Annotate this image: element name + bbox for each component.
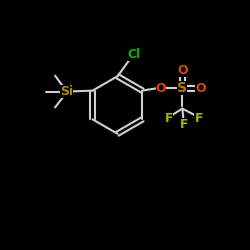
Text: O: O <box>156 82 166 94</box>
Text: F: F <box>194 112 203 124</box>
Text: O: O <box>195 82 206 94</box>
Text: Cl: Cl <box>128 48 141 61</box>
Text: Si: Si <box>60 86 73 98</box>
Text: S: S <box>178 81 188 95</box>
Text: F: F <box>164 112 173 125</box>
Text: F: F <box>180 118 188 132</box>
Text: O: O <box>177 64 188 77</box>
